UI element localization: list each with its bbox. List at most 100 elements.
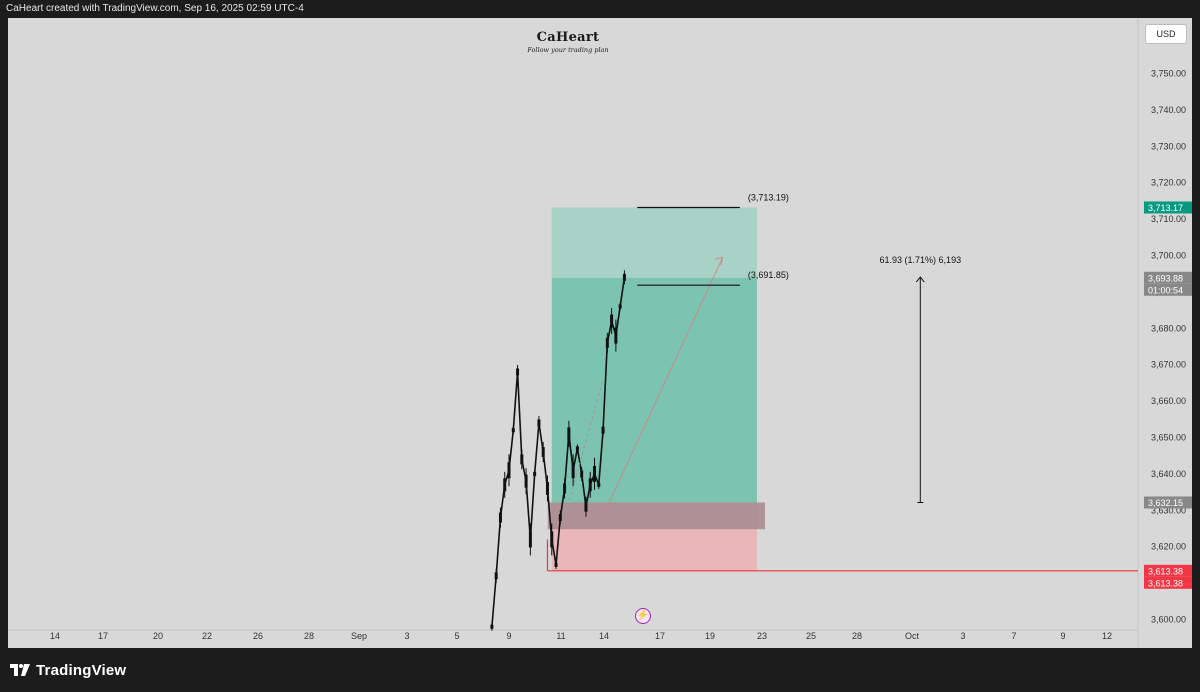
target-level-label: (3,713.19) [748,192,789,202]
y-tick-label: 3,640.00 [1151,469,1186,479]
x-tick-label: 17 [98,631,108,641]
candle-body [494,572,498,580]
footer-bar: TradingView [0,648,1200,692]
x-tick-label: 12 [1102,631,1112,641]
y-tick-label: 3,730.00 [1151,141,1186,151]
candle-body [511,428,515,433]
current-price-badge: 3,693.88 [1148,273,1183,283]
current-price-badge-bg [1144,271,1192,284]
x-tick-label: 7 [1011,631,1016,641]
tradingview-icon [10,664,30,676]
x-tick-label: 26 [253,631,263,641]
y-tick-label: 3,620.00 [1151,542,1186,552]
x-tick-label: 5 [454,631,459,641]
x-tick-label: 22 [202,631,212,641]
brand-tagline: Follow your trading plan [527,46,609,54]
candle-body [541,447,545,458]
x-tick-label: 9 [1060,631,1065,641]
candle-body [524,474,528,488]
measure-arrow-head [915,276,925,283]
y-tick-label: 3,650.00 [1151,433,1186,443]
y-tick-label: 3,710.00 [1151,214,1186,224]
target-price-badge: 3,713.17 [1148,203,1183,213]
brand-name: CaHeart [536,30,600,45]
countdown-badge-bg [1144,283,1192,296]
x-tick-label: 11 [556,631,565,641]
attribution-header: CaHeart created with TradingView.com, Se… [6,3,304,14]
y-tick-label: 3,600.00 [1151,615,1186,625]
candle-body [528,531,532,548]
x-tick-label: 23 [757,631,767,641]
mid-level-label: (3,691.85) [748,270,789,280]
y-tick-label: 3,680.00 [1151,323,1186,333]
candle-body [605,337,609,348]
x-tick-label: 20 [153,631,163,641]
y-tick-label: 3,740.00 [1151,105,1186,115]
candle-body [567,427,571,441]
candle-body [537,419,541,427]
candle-body [507,462,511,479]
countdown-badge: 01:00:54 [1148,285,1183,295]
candle-body [588,478,592,492]
x-tick-label: 17 [655,631,665,641]
x-tick-label: 9 [506,631,511,641]
candle-body [498,512,502,523]
y-tick-label: 3,660.00 [1151,396,1186,406]
stop-price-badge-a: 3,613.38 [1148,566,1183,576]
candle-body [545,481,549,495]
candle-body [563,483,567,494]
x-tick-label: 19 [705,631,715,641]
stop-price-badge-b-bg [1144,576,1192,589]
candle-body [618,304,622,309]
candle-body [571,462,575,479]
candle-body [554,562,558,567]
candle-body [610,314,614,328]
y-tick-label: 3,670.00 [1151,360,1186,370]
stop-price-badge-b: 3,613.38 [1148,578,1183,588]
candle-body [503,478,507,492]
lightning-icon[interactable]: ⚡ [635,608,651,624]
candle-body [593,465,596,482]
price-chart[interactable]: 3,600.003,610.003,620.003,630.003,640.00… [8,18,1192,648]
candle-body [601,426,605,434]
x-tick-label: 3 [960,631,965,641]
x-tick-label: 14 [50,631,60,641]
price-line [491,277,626,627]
x-tick-label: Oct [905,631,920,641]
candle-body [516,368,520,376]
x-tick-label: Sep [351,631,367,641]
candle-body [622,273,626,281]
x-tick-label: 28 [304,631,314,641]
entry-band [547,502,765,530]
candle-body [614,327,618,344]
tradingview-logo[interactable]: TradingView [10,661,126,679]
y-tick-label: 3,720.00 [1151,178,1186,188]
profit-zone-upper [551,207,757,278]
stop-price-badge-a-bg [1144,564,1192,577]
y-tick-label: 3,700.00 [1151,251,1186,261]
measure-label: 61.93 (1.71%) 6,193 [880,255,962,265]
projection-arrow-head [714,256,724,266]
currency-button[interactable]: USD [1145,24,1187,44]
candle-body [550,531,554,548]
projection-arrow [602,257,724,516]
brand-logo: CaHeart Follow your trading plan [518,30,618,54]
candle-body [575,446,579,451]
x-tick-label: 28 [852,631,862,641]
y-tick-label: 3,750.00 [1151,69,1186,79]
tradingview-logo-text: TradingView [36,661,127,679]
x-tick-label: 14 [599,631,609,641]
chart-pane[interactable]: 3,600.003,610.003,620.003,630.003,640.00… [8,18,1192,648]
candle-body [490,624,494,629]
candle-body [580,470,584,478]
candle-body [558,514,562,522]
entry-price-badge-bg [1144,496,1192,509]
candle-body [520,454,524,465]
candle-body [597,482,601,487]
entry-price-badge: 3,632.15 [1148,498,1183,508]
target-price-badge-bg [1144,201,1192,214]
profit-zone [551,277,757,503]
x-tick-label: 25 [806,631,816,641]
x-tick-label: 3 [404,631,409,641]
candle-body [533,471,537,476]
